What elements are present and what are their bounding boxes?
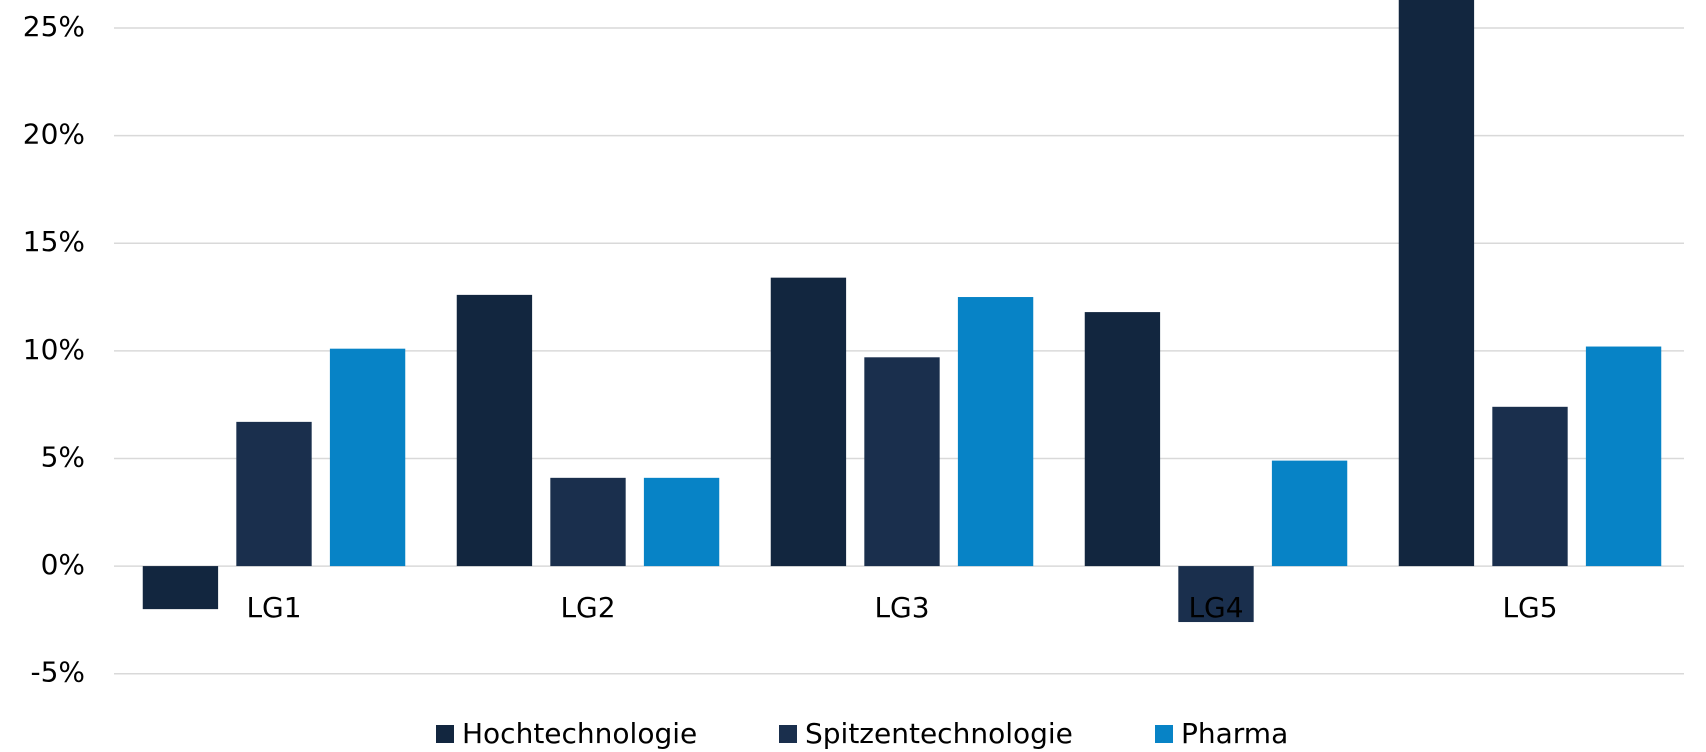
- bar: [1492, 406, 1568, 567]
- x-tick-label: LG4: [1188, 591, 1243, 624]
- bar: [142, 566, 219, 610]
- legend-swatch: [779, 725, 797, 743]
- y-tick-label: 10%: [23, 333, 85, 366]
- bar: [456, 294, 533, 567]
- bar: [1398, 0, 1475, 567]
- bar: [864, 357, 940, 567]
- x-tick-label: LG2: [560, 591, 615, 624]
- legend-label: Pharma: [1181, 717, 1288, 750]
- bar: [957, 297, 1034, 567]
- bar: [1585, 346, 1662, 567]
- bar: [1178, 566, 1254, 623]
- y-tick-label: 0%: [41, 548, 85, 581]
- legend-swatch: [1155, 725, 1173, 743]
- bar: [236, 421, 312, 567]
- x-tick-label: LG1: [246, 591, 301, 624]
- bar: [550, 477, 626, 567]
- y-tick-label: 20%: [23, 118, 85, 151]
- x-tick-label: LG5: [1502, 591, 1557, 624]
- bar: [770, 277, 847, 567]
- legend-swatch: [436, 725, 454, 743]
- bar: [1271, 460, 1348, 567]
- y-tick-label: 25%: [23, 10, 85, 43]
- x-tick-label: LG3: [874, 591, 929, 624]
- y-tick-label: 15%: [23, 225, 85, 258]
- bar: [329, 348, 406, 567]
- y-tick-label: -5%: [30, 656, 85, 689]
- legend-label: Hochtechnologie: [462, 717, 697, 750]
- legend-label: Spitzentechnologie: [805, 717, 1073, 750]
- y-tick-label: 5%: [41, 440, 85, 473]
- bar: [1084, 312, 1161, 567]
- bar: [643, 477, 720, 567]
